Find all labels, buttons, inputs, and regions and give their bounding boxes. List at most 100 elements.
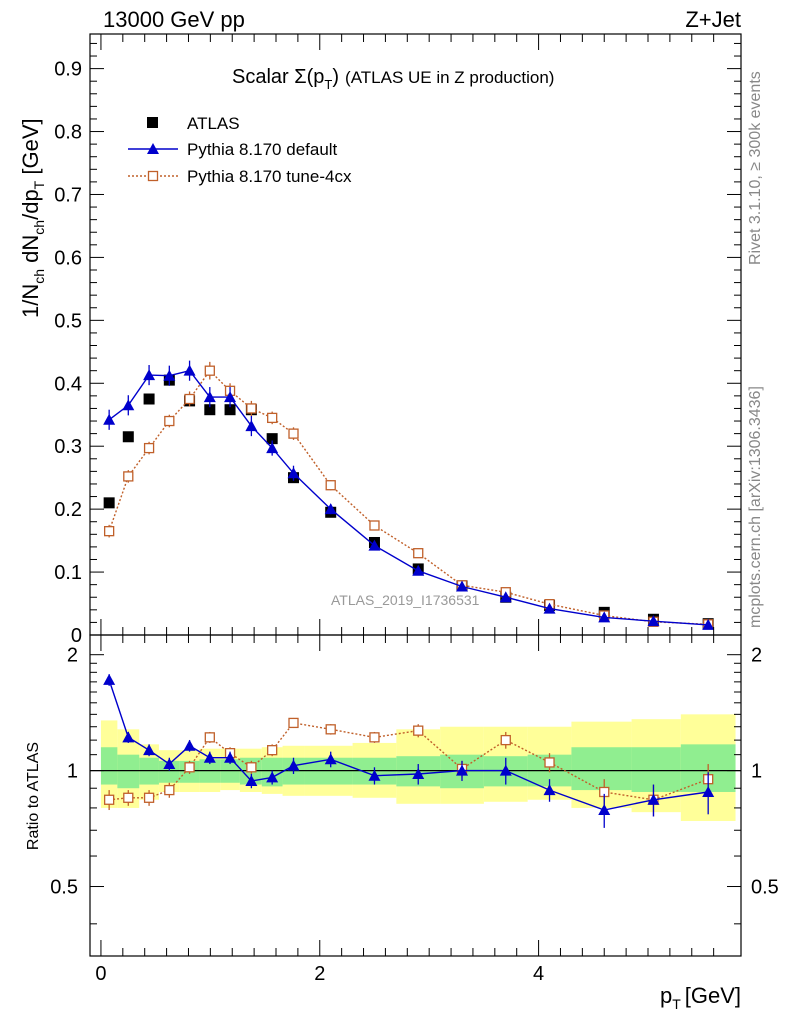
ratio-tune-4cx-point bbox=[103, 794, 115, 805]
default-point bbox=[103, 413, 116, 425]
analysis-id-label: ATLAS_2019_I1736531 bbox=[331, 592, 480, 608]
default-point bbox=[598, 611, 611, 623]
atlas-point bbox=[143, 393, 155, 405]
x-tick-label: 0 bbox=[95, 963, 106, 985]
ratio-tune-4cx-point bbox=[369, 732, 380, 743]
ratio-y-tick-label: 1 bbox=[67, 761, 78, 783]
tune-4cx-point bbox=[413, 548, 424, 559]
main-y-tick-label: 0.9 bbox=[54, 59, 82, 81]
main-axes: 0 0.1 0.2 0.3 0.4 0.5 0.6 0.7 0.8 0.9 bbox=[54, 34, 741, 647]
default-point bbox=[203, 391, 216, 403]
ratio-y-tick-label: 0.5 bbox=[50, 877, 78, 899]
default-point bbox=[368, 539, 381, 551]
legend: ATLAS Pythia 8.170 default Pythia 8.170 … bbox=[128, 114, 352, 186]
ratio-default-point bbox=[702, 785, 715, 797]
ratio-tune-4cx-point bbox=[544, 757, 555, 768]
main-y-tick-label: 0.6 bbox=[54, 247, 82, 269]
ratio-default-point bbox=[412, 767, 425, 779]
main-y-tick-label: 0.7 bbox=[54, 184, 82, 206]
ratio-tune-4cx-point bbox=[123, 792, 134, 803]
ratio-default-point bbox=[543, 784, 556, 796]
ratio-default-point bbox=[183, 739, 196, 751]
default-point bbox=[412, 564, 425, 576]
main-y-axis-label: 1/Nch dNch/dpT [GeV] bbox=[18, 118, 47, 318]
ratio-tune-4cx-point bbox=[288, 717, 299, 729]
ratio-default-point bbox=[287, 759, 300, 771]
ratio-tune-4cx-point bbox=[246, 762, 257, 773]
atlas-point bbox=[224, 404, 236, 416]
main-y-tick-label: 0.1 bbox=[54, 562, 82, 584]
ratio-y-tick-label-right: 2 bbox=[751, 645, 762, 667]
default-point bbox=[224, 391, 237, 403]
ratio-tune-4cx-point bbox=[500, 734, 511, 746]
header-process-label: Z+Jet bbox=[685, 7, 741, 32]
rivet-version-label: Rivet 3.1.10, ≥ 300k events bbox=[747, 71, 764, 265]
tune-4cx-point bbox=[204, 365, 215, 376]
ratio-default-point bbox=[368, 769, 381, 781]
default-point bbox=[456, 580, 468, 592]
ratio-y-tick-label-right: 0.5 bbox=[751, 877, 779, 899]
tune-4cx-point bbox=[164, 415, 175, 427]
ratio-default-point bbox=[203, 751, 216, 763]
ratio-default-point bbox=[245, 774, 258, 786]
tune-4cx-point bbox=[325, 480, 336, 491]
default-point bbox=[499, 591, 512, 603]
default-point bbox=[543, 602, 556, 614]
ratio-tune-4cx-point bbox=[164, 784, 175, 796]
ratio-default-point bbox=[598, 804, 611, 816]
ratio-default-point bbox=[163, 758, 176, 770]
atlas-point bbox=[103, 497, 115, 509]
tune-4cx-point bbox=[123, 471, 134, 482]
main-y-tick-label: 0 bbox=[71, 625, 82, 647]
ratio-band-inner bbox=[631, 747, 681, 792]
ratio-tune-4cx-point bbox=[325, 724, 336, 735]
default-point bbox=[287, 467, 300, 479]
ratio-default-point bbox=[103, 673, 116, 685]
default-point bbox=[324, 503, 337, 515]
tune-4cx-point bbox=[103, 526, 115, 537]
ratio-default-point bbox=[647, 793, 660, 805]
legend-default-marker bbox=[147, 143, 159, 154]
tune-4cx-point bbox=[267, 412, 278, 424]
ratio-default-point bbox=[324, 753, 337, 765]
tune-4cx-line bbox=[108, 369, 709, 625]
x-axis-label: pT [GeV] bbox=[660, 983, 741, 1012]
header-collision-label: 13000 GeV pp bbox=[103, 7, 245, 32]
ratio-band-inner bbox=[100, 747, 118, 785]
ratio-tune-4cx-point bbox=[184, 762, 195, 773]
ratio-y-axis-label: Ratio to ATLAS bbox=[25, 742, 42, 850]
ratio-default-point bbox=[456, 764, 468, 776]
tune-4cx-point bbox=[288, 428, 299, 439]
default-point bbox=[183, 364, 196, 376]
ratio-band-inner bbox=[117, 754, 140, 789]
legend-atlas-marker bbox=[147, 117, 158, 128]
atlas-point bbox=[266, 433, 278, 445]
main-panel: 0 0.1 0.2 0.3 0.4 0.5 0.6 0.7 0.8 0.9 Scalar Σ(pT… bbox=[18, 33, 742, 647]
main-y-tick-label: 0.3 bbox=[54, 436, 82, 458]
legend-default-label: Pythia 8.170 default bbox=[187, 140, 338, 159]
legend-tune-label: Pythia 8.170 tune-4cx bbox=[187, 167, 352, 186]
default-point bbox=[122, 399, 135, 411]
mcplots-reference-label: mcplots.cern.ch [arXiv:1306.3436] bbox=[747, 386, 764, 628]
ratio-default-point bbox=[499, 764, 512, 776]
default-point bbox=[266, 442, 279, 454]
ratio-default-point bbox=[266, 771, 279, 783]
default-point bbox=[647, 615, 660, 627]
x-tick-label: 4 bbox=[533, 963, 544, 985]
tune-4cx-point bbox=[369, 520, 380, 531]
ratio-tune-4cx-point bbox=[267, 745, 278, 756]
default-point bbox=[702, 618, 715, 630]
ratio-series-layer bbox=[90, 673, 741, 828]
ratio-default-point bbox=[224, 751, 237, 763]
legend-tune-marker bbox=[147, 170, 159, 182]
ratio-panel: 0.5 0.5 1 1 2 2 0 2 4 Ratio to ATLAS bbox=[25, 634, 779, 985]
atlas-point bbox=[122, 431, 134, 443]
plot-title: Scalar Σ(pT) (ATLAS UE in Z production) bbox=[232, 66, 554, 92]
tune-4cx-point bbox=[143, 442, 155, 454]
main-y-tick-label: 0.2 bbox=[54, 499, 82, 521]
ratio-band-inner bbox=[158, 760, 180, 783]
default-point bbox=[245, 420, 258, 432]
legend-atlas-label: ATLAS bbox=[187, 114, 240, 133]
ratio-default-point bbox=[122, 731, 135, 743]
